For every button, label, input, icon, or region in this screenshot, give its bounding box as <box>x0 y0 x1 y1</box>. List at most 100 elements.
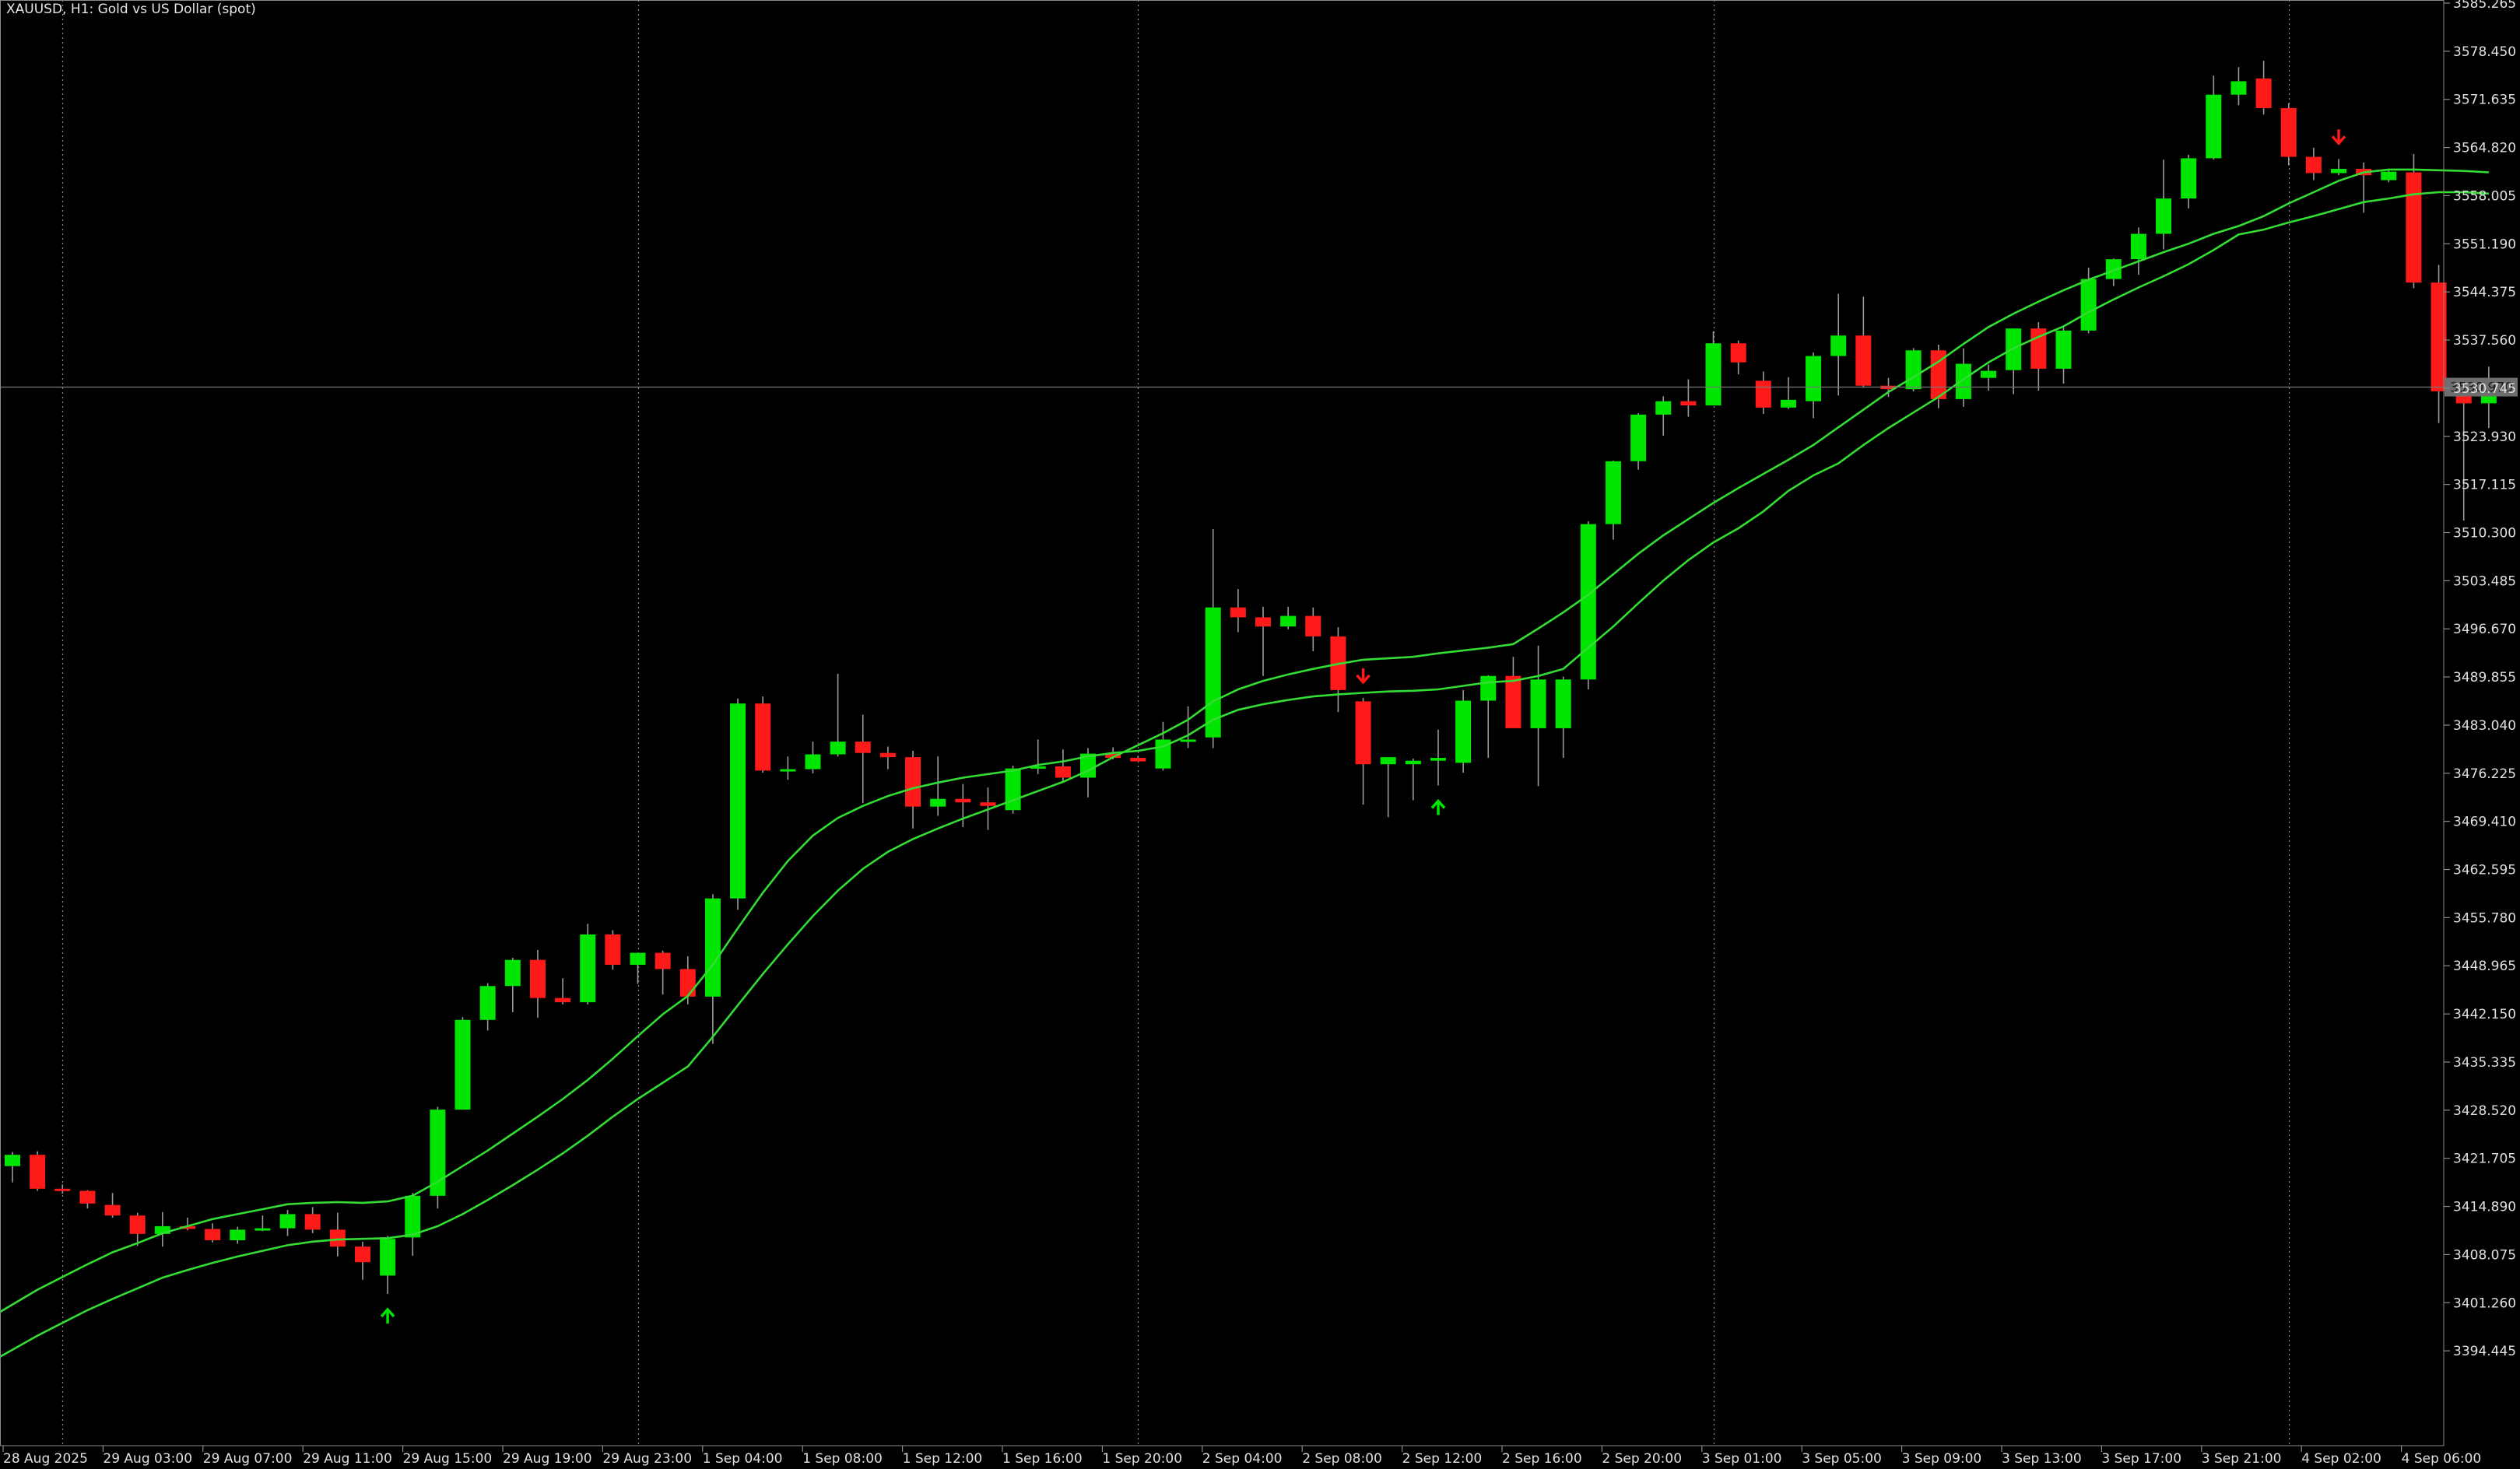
y-tick-label: 3510.300 <box>2453 525 2516 541</box>
y-tick-label: 3476.225 <box>2453 766 2516 782</box>
bull-candle <box>455 1019 471 1110</box>
y-tick-label: 3564.820 <box>2453 141 2516 156</box>
bear-candle <box>1730 343 1746 363</box>
bear-candle <box>30 1155 46 1189</box>
bull-candle <box>279 1214 296 1229</box>
bull-candle <box>1955 363 1971 399</box>
bull-candle <box>2230 81 2247 95</box>
x-tick-label: 29 Aug 11:00 <box>303 1451 392 1467</box>
bear-candle <box>1305 615 1321 636</box>
x-tick-label: 3 Sep 17:00 <box>2101 1451 2181 1467</box>
bear-candle <box>205 1229 221 1241</box>
y-tick-label: 3408.075 <box>2453 1247 2516 1263</box>
bear-candle <box>1255 617 1271 627</box>
moving-average-line <box>0 191 2489 1313</box>
x-tick-label: 1 Sep 20:00 <box>1102 1451 1182 1467</box>
y-tick-label: 3496.670 <box>2453 622 2516 637</box>
arrow-head <box>1430 798 1446 809</box>
x-tick-label: 3 Sep 13:00 <box>2002 1451 2082 1467</box>
bear-candle <box>1230 607 1246 618</box>
bear-candle <box>855 742 871 753</box>
bull-candle <box>1780 399 1796 408</box>
x-tick-label: 1 Sep 12:00 <box>903 1451 983 1467</box>
y-tick-label: 3558.005 <box>2453 188 2516 204</box>
bull-candle <box>2130 233 2146 260</box>
x-tick-label: 2 Sep 20:00 <box>1602 1451 1682 1467</box>
bull-candle <box>1380 757 1396 765</box>
bear-candle <box>329 1229 346 1247</box>
x-tick-label: 3 Sep 09:00 <box>1902 1451 1982 1467</box>
y-tick-label: 3517.115 <box>2453 478 2516 493</box>
x-tick-label: 29 Aug 15:00 <box>403 1451 493 1467</box>
bull-candle <box>1530 679 1546 728</box>
bear-candle <box>679 969 696 997</box>
bull-candle <box>5 1155 20 1166</box>
bear-candle <box>1855 335 1872 386</box>
bull-candle <box>730 703 746 899</box>
bull-candle <box>254 1228 271 1231</box>
bull-candle <box>2055 330 2072 369</box>
bear-candle <box>354 1246 370 1263</box>
y-tick-label: 3551.190 <box>2453 237 2516 252</box>
bull-candle <box>1705 343 1722 406</box>
bull-candle <box>1605 461 1621 524</box>
bull-candle <box>1180 739 1196 742</box>
bear-candle <box>79 1190 96 1204</box>
bull-candle <box>2105 259 2122 279</box>
buy-arrow-icon <box>380 1307 395 1324</box>
x-tick-label: 29 Aug 03:00 <box>103 1451 192 1467</box>
y-tick-label: 3489.855 <box>2453 670 2516 685</box>
x-tick-label: 1 Sep 04:00 <box>703 1451 783 1467</box>
period-separators <box>61 0 2290 1446</box>
bull-candle <box>154 1225 170 1234</box>
x-tick-label: 29 Aug 19:00 <box>503 1451 592 1467</box>
buy-arrow-icon <box>1430 798 1446 815</box>
y-tick-label: 3401.260 <box>2453 1295 2516 1311</box>
bull-candle <box>1030 766 1046 769</box>
bull-candle <box>2156 198 2172 234</box>
bear-candle <box>2305 156 2322 174</box>
arrow-head <box>2331 135 2346 145</box>
bull-candle <box>504 959 521 987</box>
y-tick-label: 3571.635 <box>2453 93 2516 108</box>
bear-candle <box>655 952 671 969</box>
bull-candle <box>479 986 496 1020</box>
bear-candle <box>755 703 771 771</box>
bull-candle <box>2331 168 2347 174</box>
bull-candle <box>630 952 646 966</box>
y-tick-label: 3537.560 <box>2453 333 2516 349</box>
bear-candle <box>2255 78 2272 108</box>
x-tick-label: 3 Sep 05:00 <box>1802 1451 1882 1467</box>
y-tick-label: 3394.445 <box>2453 1344 2516 1359</box>
y-tick-label: 3544.375 <box>2453 285 2516 300</box>
bull-candle <box>2080 279 2097 331</box>
sell-arrow-icon <box>1356 668 1371 685</box>
bear-candle <box>980 802 996 806</box>
y-tick-label: 3469.410 <box>2453 815 2516 830</box>
bull-candle <box>230 1229 246 1241</box>
bull-candle <box>2181 158 2197 199</box>
y-tick-label: 3442.150 <box>2453 1007 2516 1022</box>
plot-frame <box>0 0 2445 1446</box>
y-tick-label: 3483.040 <box>2453 718 2516 734</box>
x-tick-label: 3 Sep 01:00 <box>1702 1451 1782 1467</box>
current-price-label-bg <box>2445 377 2518 397</box>
y-tick-label: 3503.485 <box>2453 573 2516 589</box>
x-tick-label: 4 Sep 06:00 <box>2402 1451 2482 1467</box>
y-tick-label: 3435.335 <box>2453 1055 2516 1071</box>
bull-candle <box>1480 675 1497 701</box>
bear-candle <box>2431 282 2447 391</box>
bear-candle <box>605 934 621 966</box>
bull-candle <box>930 798 946 807</box>
y-tick-label: 3448.965 <box>2453 959 2516 974</box>
y-tick-label: 3523.930 <box>2453 429 2516 445</box>
x-tick-label: 29 Aug 07:00 <box>203 1451 293 1467</box>
bull-candle <box>1555 679 1571 728</box>
current-price-label: 3530.970 <box>2450 380 2513 396</box>
x-tick-label: 1 Sep 16:00 <box>1002 1451 1083 1467</box>
bull-candle <box>1405 760 1421 765</box>
moving-average-line <box>0 168 2489 1358</box>
bear-candle <box>104 1204 121 1216</box>
